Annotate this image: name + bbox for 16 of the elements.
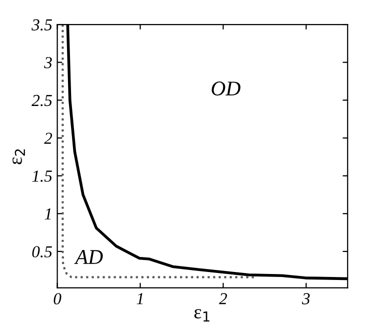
y-axis-title: ε$_{2}$	[12, 149, 25, 164]
annotation: OD	[212, 82, 240, 96]
x-tick-label: 0	[54, 293, 62, 304]
y-tick-label: 2.5	[32, 94, 52, 106]
line-series	[62, 24, 255, 278]
y-tick-label: 3	[44, 57, 52, 68]
y-tick-label: 2	[44, 132, 52, 144]
x-tick-label: 2	[219, 293, 227, 304]
x-tick-label: 1	[136, 293, 143, 304]
y-tick-label: 0.5	[32, 246, 52, 258]
y-tick-label: 1	[44, 208, 51, 220]
y-tick-label: 1.5	[32, 170, 52, 182]
x-axis-title: ε$_{1}$	[194, 309, 210, 322]
annotation: AD	[74, 250, 103, 264]
y-tick-label: 3.5	[32, 19, 52, 31]
x-tick-label: 3	[302, 293, 310, 304]
